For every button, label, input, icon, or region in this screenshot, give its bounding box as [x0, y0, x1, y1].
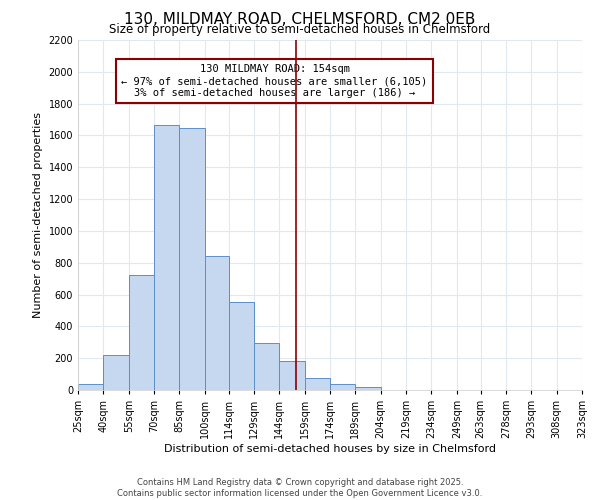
Y-axis label: Number of semi-detached properties: Number of semi-detached properties: [33, 112, 43, 318]
Bar: [330, 384, 355, 390]
Bar: [179, 128, 205, 390]
Bar: [229, 302, 254, 390]
Bar: [254, 343, 279, 390]
Bar: [279, 362, 305, 390]
Text: Size of property relative to semi-detached houses in Chelmsford: Size of property relative to semi-detach…: [109, 22, 491, 36]
Text: 130 MILDMAY ROAD: 154sqm
← 97% of semi-detached houses are smaller (6,105)
3% of: 130 MILDMAY ROAD: 154sqm ← 97% of semi-d…: [121, 64, 428, 98]
Bar: [129, 274, 154, 390]
Bar: [305, 378, 330, 390]
Bar: [78, 384, 103, 390]
Text: 130, MILDMAY ROAD, CHELMSFORD, CM2 0EB: 130, MILDMAY ROAD, CHELMSFORD, CM2 0EB: [124, 12, 476, 28]
Bar: [355, 387, 381, 390]
X-axis label: Distribution of semi-detached houses by size in Chelmsford: Distribution of semi-detached houses by …: [164, 444, 496, 454]
Bar: [154, 125, 179, 390]
Text: Contains HM Land Registry data © Crown copyright and database right 2025.
Contai: Contains HM Land Registry data © Crown c…: [118, 478, 482, 498]
Bar: [205, 256, 229, 390]
Bar: [103, 355, 129, 390]
